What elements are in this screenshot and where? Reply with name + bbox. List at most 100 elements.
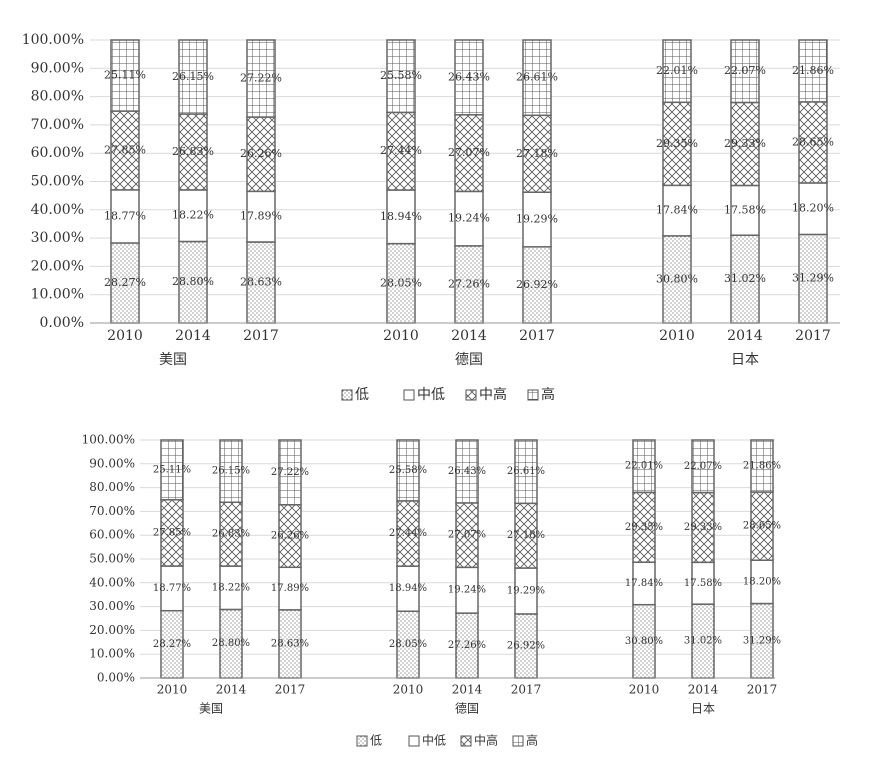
bar-segment xyxy=(386,242,416,324)
bar-segment xyxy=(798,182,828,236)
value-label: 18.22% xyxy=(212,582,250,593)
value-label: 26.43% xyxy=(448,70,490,83)
value-label: 28.27% xyxy=(104,276,146,289)
y-tick-label: 40.00% xyxy=(89,575,135,589)
value-label: 31.02% xyxy=(684,636,722,647)
bar-segment xyxy=(219,439,243,503)
y-tick-label: 50.00% xyxy=(31,174,84,190)
value-label: 25.11% xyxy=(153,464,191,475)
x-tick-label: 2014 xyxy=(727,328,763,344)
value-label: 21.86% xyxy=(792,64,834,77)
value-label: 28.65% xyxy=(792,135,834,148)
bar-segment xyxy=(178,240,208,324)
x-tick-label: 2014 xyxy=(451,328,487,344)
bar-segment xyxy=(396,439,420,502)
value-label: 17.58% xyxy=(724,203,766,216)
value-label: 27.85% xyxy=(104,143,146,156)
value-label: 28.05% xyxy=(380,276,422,289)
x-tick-label: 2014 xyxy=(175,328,211,344)
y-tick-label: 90.00% xyxy=(89,456,135,470)
value-label: 27.22% xyxy=(271,467,309,478)
bar-segment xyxy=(730,101,760,187)
value-label: 28.65% xyxy=(743,521,781,532)
value-label: 26.92% xyxy=(516,278,558,291)
value-label: 27.44% xyxy=(380,144,422,157)
legend-label: 高 xyxy=(541,386,555,403)
value-label: 26.92% xyxy=(507,640,545,651)
x-tick-label: 2010 xyxy=(629,683,660,697)
value-label: 19.24% xyxy=(448,585,486,596)
bar-segment xyxy=(798,39,828,103)
y-tick-label: 20.00% xyxy=(89,623,135,637)
value-label: 17.84% xyxy=(656,204,698,217)
group-label: 德国 xyxy=(455,701,479,716)
value-label: 25.11% xyxy=(104,69,146,82)
x-tick-label: 2010 xyxy=(383,328,419,344)
value-label: 27.85% xyxy=(153,527,191,538)
bar-segment xyxy=(110,110,140,191)
value-label: 29.33% xyxy=(724,137,766,150)
value-label: 26.61% xyxy=(507,466,545,477)
value-label: 19.29% xyxy=(516,213,558,226)
bar-segment xyxy=(522,191,552,248)
bar-segment xyxy=(522,114,552,193)
value-label: 30.80% xyxy=(625,636,663,647)
bar-segment xyxy=(750,439,774,493)
value-label: 28.80% xyxy=(212,638,250,649)
value-label: 26.15% xyxy=(172,70,214,83)
x-tick-label: 2014 xyxy=(216,683,247,697)
legend-swatch xyxy=(408,735,420,747)
legend-swatch xyxy=(465,389,477,401)
y-tick-label: 80.00% xyxy=(89,480,135,494)
value-label: 19.24% xyxy=(448,212,490,225)
value-label: 18.20% xyxy=(792,202,834,215)
bar-segment xyxy=(662,39,692,104)
value-label: 17.58% xyxy=(684,578,722,589)
x-tick-label: 2010 xyxy=(157,683,188,697)
x-tick-label: 2010 xyxy=(107,328,143,344)
value-label: 27.26% xyxy=(448,640,486,651)
value-label: 25.58% xyxy=(380,69,422,82)
x-tick-label: 2017 xyxy=(519,328,555,344)
value-label: 25.58% xyxy=(389,465,427,476)
legend-label: 中高 xyxy=(479,386,507,403)
value-label: 31.02% xyxy=(724,272,766,285)
value-label: 29.33% xyxy=(684,522,722,533)
y-tick-label: 60.00% xyxy=(89,528,135,542)
bar-segment xyxy=(246,190,276,243)
x-tick-label: 2014 xyxy=(452,683,483,697)
value-label: 17.89% xyxy=(240,210,282,223)
value-label: 19.29% xyxy=(507,585,545,596)
value-label: 27.07% xyxy=(448,146,490,159)
value-label: 28.27% xyxy=(153,639,191,650)
legend-swatch xyxy=(527,389,539,401)
legend-swatch xyxy=(341,389,353,401)
legend-swatch xyxy=(356,735,368,747)
legend-label: 中低 xyxy=(417,387,445,403)
bar-segment xyxy=(454,114,484,193)
bar-segment xyxy=(178,39,208,115)
bar-segment xyxy=(514,439,538,505)
value-label: 30.80% xyxy=(656,272,698,285)
value-label: 28.80% xyxy=(172,275,214,288)
x-tick-label: 2017 xyxy=(511,683,542,697)
value-label: 26.61% xyxy=(516,71,558,84)
bar-segment xyxy=(110,242,140,324)
legend-label: 高 xyxy=(526,733,538,748)
value-label: 28.05% xyxy=(389,639,427,650)
value-label: 18.94% xyxy=(389,583,427,594)
bar-segment xyxy=(278,439,302,506)
y-tick-label: 40.00% xyxy=(31,202,84,218)
y-tick-label: 70.00% xyxy=(31,117,84,133)
value-label: 26.15% xyxy=(212,466,250,477)
group-label: 美国 xyxy=(159,352,187,368)
value-label: 18.20% xyxy=(743,576,781,587)
legend-label: 低 xyxy=(370,734,382,748)
x-tick-label: 2010 xyxy=(393,683,424,697)
value-label: 27.18% xyxy=(516,147,558,160)
value-label: 28.63% xyxy=(271,638,309,649)
group-label: 德国 xyxy=(455,352,483,368)
legend-label: 中高 xyxy=(474,733,498,748)
x-tick-label: 2010 xyxy=(659,328,695,344)
